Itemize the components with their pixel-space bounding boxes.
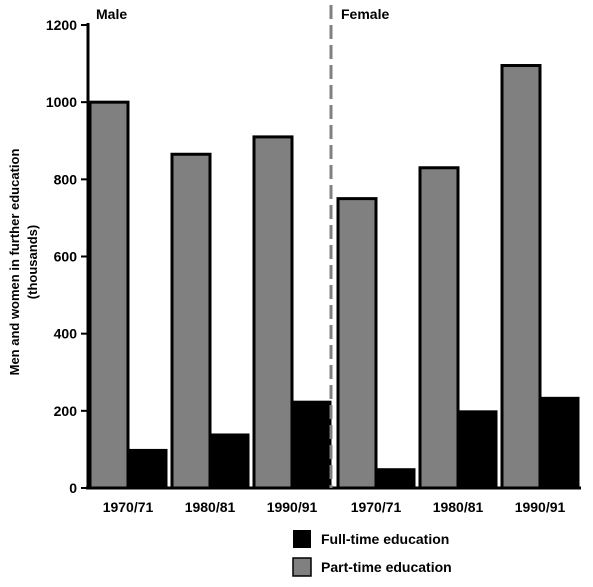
x-tick-label: 1990/91 — [267, 499, 318, 515]
bar-full-time — [376, 468, 416, 489]
panel-label-male: Male — [96, 6, 127, 22]
bar-part-time — [170, 152, 212, 490]
bar-part-time — [418, 166, 460, 490]
y-axis-ticks: 0 200 400 600 800 1000 1200 — [46, 17, 88, 496]
bar-full-time — [128, 448, 168, 489]
bar-part-time — [88, 100, 130, 490]
y-axis-title-line1: Men and women in further education — [7, 149, 22, 376]
legend-label-part-time: Part-time education — [321, 559, 452, 575]
legend-swatch-part-time — [292, 557, 312, 577]
y-tick-label: 600 — [54, 249, 78, 265]
bar-full-time — [458, 410, 498, 489]
y-tick-label: 1200 — [46, 17, 77, 33]
x-tick-label: 1980/81 — [433, 499, 484, 515]
legend-label-full-time: Full-time education — [321, 531, 449, 547]
bar-full-time — [210, 433, 250, 489]
bar-part-time — [500, 64, 542, 490]
y-tick-label: 400 — [54, 326, 78, 342]
bar-full-time — [540, 396, 580, 489]
x-tick-label: 1980/81 — [185, 499, 236, 515]
y-tick-label: 200 — [54, 403, 78, 419]
y-tick-label: 0 — [69, 480, 77, 496]
x-tick-label: 1990/91 — [515, 499, 566, 515]
y-tick-label: 1000 — [46, 94, 77, 110]
bar-part-time — [336, 197, 378, 490]
bar-part-time — [252, 135, 294, 490]
y-tick-label: 800 — [54, 171, 78, 187]
x-axis-labels: 1970/71 1980/81 1990/91 1970/71 1980/81 1990/… — [103, 499, 566, 515]
legend: Full-time education Part-time education — [292, 530, 452, 577]
y-axis-title-line2: (thousands) — [25, 225, 40, 299]
legend-swatch-full-time — [293, 530, 311, 548]
x-tick-label: 1970/71 — [103, 499, 154, 515]
x-tick-label: 1970/71 — [351, 499, 402, 515]
bar-full-time — [292, 400, 332, 489]
panel-label-female: Female — [341, 6, 389, 22]
bars — [88, 64, 580, 490]
